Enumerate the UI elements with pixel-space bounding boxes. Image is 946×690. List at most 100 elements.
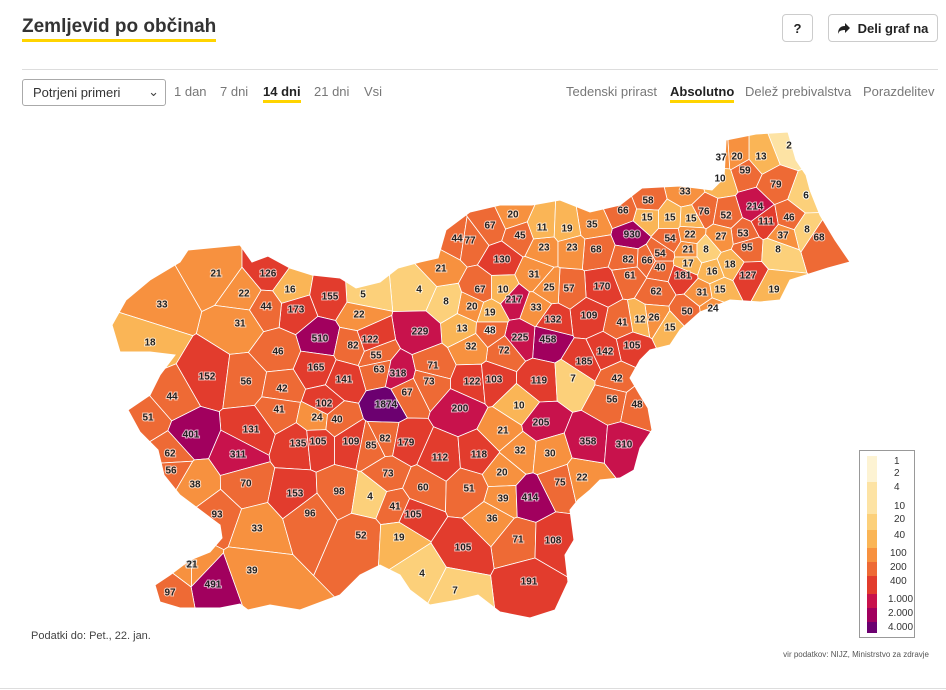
municipality-value-label: 311 [230,450,247,461]
municipality-value-label: 56 [240,377,252,388]
municipality-value-label: 61 [624,271,636,282]
municipality-value-label: 20 [496,468,508,479]
municipality-area[interactable] [535,302,574,337]
tab-porazdelitev[interactable]: Porazdelitev [863,84,935,99]
municipality-area[interactable] [356,314,397,352]
municipality-value-label: 15 [685,214,697,225]
municipality-value-label: 318 [390,369,407,380]
municipality-value-label: 33 [156,300,168,311]
municipality-value-label: 1874 [375,400,398,411]
legend-swatch [867,530,877,549]
municipality-value-label: 105 [455,543,472,554]
municipality-value-label: 21 [497,426,509,437]
municipality-value-label: 20 [507,210,519,221]
municipality-value-label: 98 [333,487,345,498]
municipality-value-label: 127 [740,271,757,282]
municipality-value-label: 185 [576,357,593,368]
municipality-area[interactable] [241,120,361,292]
municipality-area[interactable] [699,297,846,625]
municipality-value-label: 217 [506,295,523,306]
legend-swatch [867,456,877,469]
tab-7-dni[interactable]: 7 dni [220,84,249,99]
municipality-area[interactable] [620,372,860,501]
municipality-value-label: 48 [631,400,643,411]
municipality-value-label: 31 [528,270,540,281]
municipality-value-label: 22 [353,310,365,321]
municipality-value-label: 71 [427,361,439,372]
municipality-value-label: 59 [739,166,751,177]
municipality-value-label: 135 [290,439,307,450]
tab-delez-prebivalstva[interactable]: Delež prebivalstva [745,84,852,99]
municipality-value-label: 57 [563,284,575,295]
municipality-value-label: 76 [698,207,710,218]
legend-label: 100 [890,548,907,559]
tab-21-dni[interactable]: 21 dni [314,84,350,99]
municipality-value-label: 17 [682,259,694,270]
tab-1-dan[interactable]: 1 dan [174,84,207,99]
tab-absolutno[interactable]: Absolutno [670,84,735,103]
legend-swatch [867,576,877,595]
municipality-value-label: 42 [611,374,623,385]
legend-label: 20 [894,514,906,525]
municipality-value-label: 33 [530,303,542,314]
help-button[interactable]: ? [782,14,813,42]
municipality-value-label: 181 [675,271,692,282]
municipality-area[interactable] [100,133,203,337]
municipality-value-label: 38 [189,480,201,491]
municipality-area[interactable] [557,235,586,270]
municipality-value-label: 54 [654,249,666,260]
header-divider [22,69,938,70]
municipality-area[interactable] [712,195,743,229]
municipality-area[interactable] [475,321,509,349]
tab-vsi[interactable]: Vsi [364,84,383,99]
municipality-area[interactable] [651,310,728,399]
municipality-value-label: 35 [586,220,598,231]
municipality-value-label: 358 [580,437,597,448]
municipality-value-label: 191 [521,577,538,588]
municipality-value-label: 165 [308,363,325,374]
chevron-down-icon: ⌄ [148,84,159,99]
municipality-value-label: 229 [412,327,429,338]
municipality-value-label: 103 [486,375,503,386]
municipality-value-label: 40 [654,263,666,274]
municipality-value-label: 41 [273,405,285,416]
tab-14-dni[interactable]: 14 dni [263,84,301,103]
municipality-area[interactable] [534,511,819,625]
share-button[interactable]: Deli graf na [828,14,938,42]
municipality-area[interactable] [746,268,860,625]
legend-label: 40 [894,530,906,541]
municipality-value-label: 41 [616,318,628,329]
municipality-value-label: 32 [465,342,477,353]
municipality-value-label: 130 [494,255,511,266]
municipality-value-label: 10 [497,285,509,296]
municipality-value-label: 19 [484,308,496,319]
metric-select[interactable]: Potrjeni primeri ⌄ [22,79,166,106]
municipality-value-label: 8 [775,245,781,256]
municipality-value-label: 19 [561,224,573,235]
municipality-area[interactable] [603,421,860,625]
municipality-value-label: 50 [681,307,693,318]
municipality-value-label: 126 [260,269,277,280]
municipality-area[interactable] [600,120,668,211]
municipality-value-label: 179 [398,438,415,449]
municipality-value-label: 82 [347,341,359,352]
municipality-value-label: 119 [531,376,548,387]
municipality-value-label: 41 [389,502,401,513]
tab-tedenski-prirast[interactable]: Tedenski prirast [566,84,658,99]
municipality-area[interactable] [458,264,492,303]
municipality-area[interactable] [787,149,860,214]
municipality-area[interactable] [611,266,648,301]
municipality-area[interactable] [242,120,468,261]
municipality-value-label: 21 [210,269,222,280]
municipality-value-label: 13 [755,152,767,163]
municipality-value-label: 31 [234,319,246,330]
share-arrow-icon [837,22,850,34]
municipality-value-label: 68 [590,245,602,256]
municipality-value-label: 8 [703,245,709,256]
municipality-value-label: 401 [183,430,200,441]
bottom-divider [0,688,946,689]
municipality-value-label: 51 [142,413,154,424]
municipality-value-label: 37 [715,153,727,164]
municipality-value-label: 6 [803,191,809,202]
